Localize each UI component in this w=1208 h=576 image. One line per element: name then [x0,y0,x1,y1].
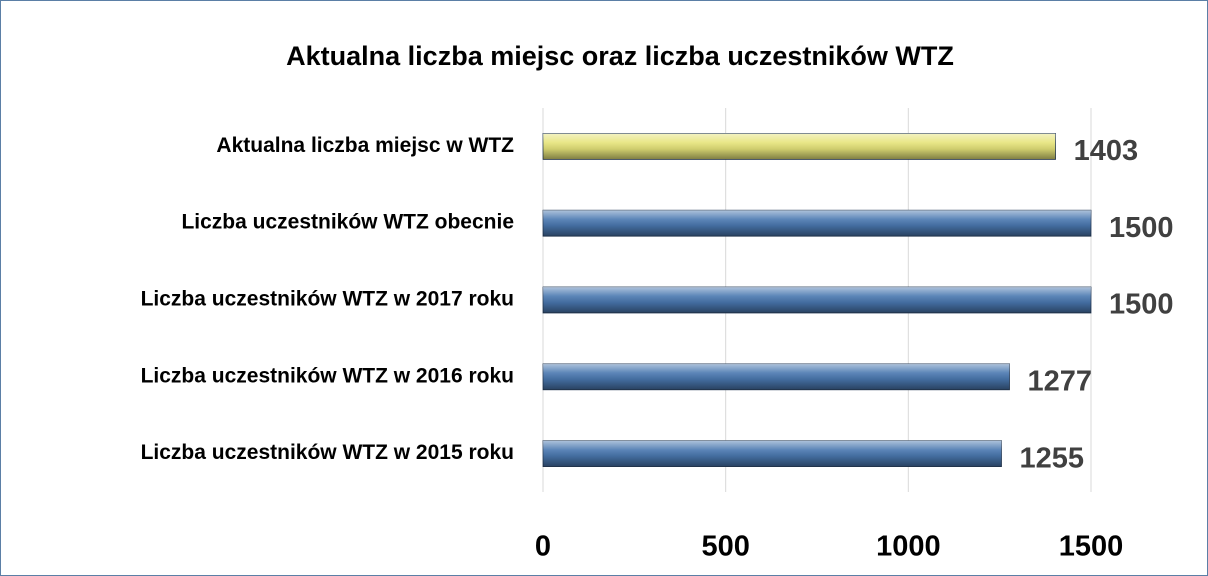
y-tick-label: Liczba uczestników WTZ w 2016 roku [141,364,514,387]
y-tick-label: Liczba uczestników WTZ w 2015 roku [141,441,514,464]
bar-shade [543,440,1002,467]
bar-shade [543,210,1091,237]
x-tick-label: 1500 [1059,531,1124,563]
value-label: 1500 [1109,212,1174,244]
bar-shade [543,363,1010,390]
x-tick-label: 1000 [876,531,941,563]
value-label: 1403 [1074,135,1139,167]
chart-title: Aktualna liczba miejsc oraz liczba uczes… [286,41,954,71]
y-tick-label: Liczba uczestników WTZ obecnie [181,211,514,234]
x-tick-label: 0 [535,531,551,563]
value-label: 1500 [1109,289,1174,321]
bar-shade [543,133,1056,160]
y-tick-label: Aktualna liczba miejsc w WTZ [216,134,514,157]
value-label: 1255 [1019,442,1084,474]
y-tick-label: Liczba uczestników WTZ w 2017 roku [141,288,514,311]
x-tick-label: 500 [701,531,749,563]
bar-shade [543,287,1091,313]
value-label: 1277 [1028,365,1093,397]
